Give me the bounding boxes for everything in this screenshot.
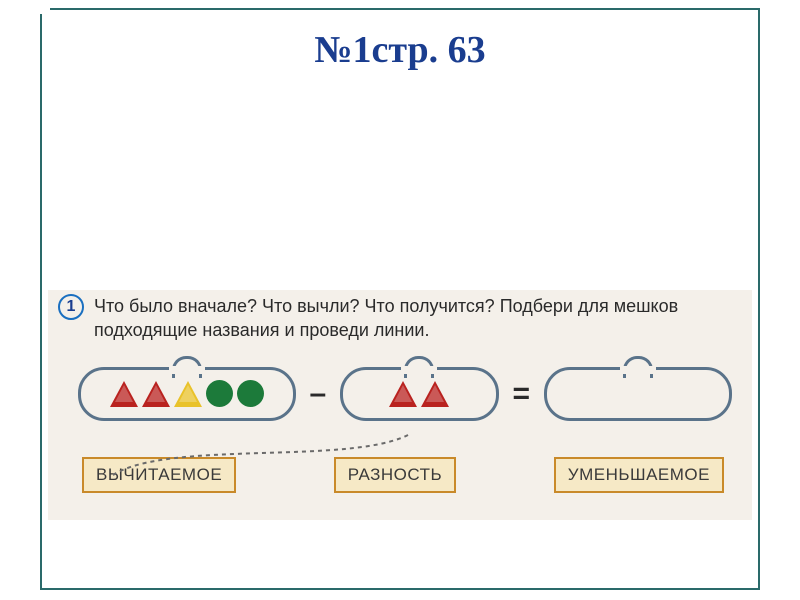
minus-operator: – — [310, 377, 327, 411]
question-number-circle: 1 — [58, 294, 84, 320]
bag-difference — [544, 367, 732, 421]
bag-handle-mask — [169, 366, 205, 374]
bag-handle-mask — [620, 366, 656, 374]
red-triangle-icon — [110, 381, 138, 407]
bag-handle-mask — [401, 366, 437, 374]
green-circle-icon — [206, 380, 233, 407]
yellow-triangle-icon — [174, 381, 202, 407]
bag-subtrahend — [340, 367, 498, 421]
frame-corner-notch — [40, 4, 50, 14]
equals-operator: = — [513, 377, 531, 411]
label-minuend: УМЕНЬШАЕМОЕ — [554, 457, 724, 493]
label-difference: РАЗНОСТЬ — [334, 457, 456, 493]
equation-row: – = — [48, 343, 752, 421]
question-row: 1 Что было вначале? Что вычли? Что получ… — [48, 290, 752, 343]
red-triangle-icon — [421, 381, 449, 407]
labels-row: ВЫЧИТАЕМОЕ РАЗНОСТЬ УМЕНЬШАЕМОЕ — [48, 421, 752, 493]
red-triangle-icon — [142, 381, 170, 407]
green-circle-icon — [237, 380, 264, 407]
question-number: 1 — [67, 298, 76, 316]
question-text: Что было вначале? Что вычли? Что получит… — [94, 294, 742, 343]
exercise-photo: 1 Что было вначале? Что вычли? Что получ… — [48, 290, 752, 520]
page-title: №1стр. 63 — [0, 28, 800, 72]
bag-minuend — [78, 367, 296, 421]
label-subtrahend: ВЫЧИТАЕМОЕ — [82, 457, 236, 493]
red-triangle-icon — [389, 381, 417, 407]
